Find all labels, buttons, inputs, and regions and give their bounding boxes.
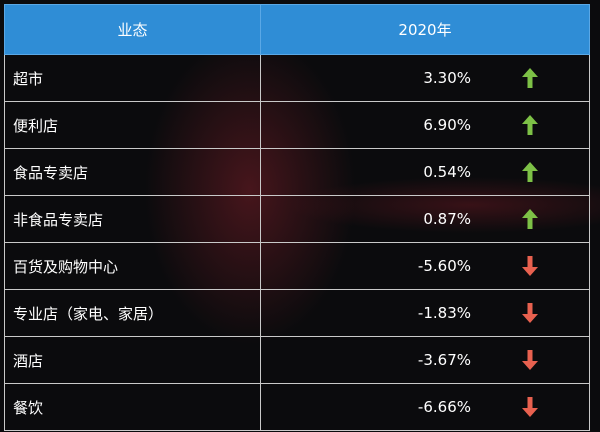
arrow-down-icon: [471, 349, 589, 371]
row-value-cell: 6.90%: [260, 101, 590, 149]
row-growth-value: -6.66%: [417, 398, 471, 416]
table-row: 非食品专卖店 0.87%: [4, 195, 590, 243]
row-value-cell: 3.30%: [260, 54, 590, 102]
row-format-name: 非食品专卖店: [4, 195, 261, 243]
arrow-down-icon: [471, 302, 589, 324]
row-growth-value: -1.83%: [417, 304, 471, 322]
table-header-row: 业态 2020年: [4, 4, 590, 55]
arrow-down-icon: [471, 396, 589, 418]
row-growth-value: 6.90%: [423, 116, 471, 134]
row-value-cell: -3.67%: [260, 336, 590, 384]
arrow-up-icon: [471, 208, 589, 230]
row-value-cell: -6.66%: [260, 383, 590, 431]
row-growth-value: 0.54%: [423, 163, 471, 181]
arrow-down-icon: [471, 255, 589, 277]
table-row: 餐饮 -6.66%: [4, 383, 590, 431]
row-format-name: 便利店: [4, 101, 261, 149]
row-growth-value: 3.30%: [423, 69, 471, 87]
row-format-name: 酒店: [4, 336, 261, 384]
header-format: 业态: [4, 4, 261, 55]
table-row: 超市 3.30%: [4, 54, 590, 102]
table-row: 酒店 -3.67%: [4, 336, 590, 384]
row-value-cell: 0.54%: [260, 148, 590, 196]
row-growth-value: -3.67%: [417, 351, 471, 369]
row-growth-value: -5.60%: [417, 257, 471, 275]
row-value-cell: -5.60%: [260, 242, 590, 290]
table-row: 百货及购物中心 -5.60%: [4, 242, 590, 290]
arrow-up-icon: [471, 161, 589, 183]
arrow-up-icon: [471, 67, 589, 89]
header-year: 2020年: [260, 4, 590, 55]
row-growth-value: 0.87%: [423, 210, 471, 228]
row-format-name: 餐饮: [4, 383, 261, 431]
row-format-name: 超市: [4, 54, 261, 102]
retail-format-table: 业态 2020年 超市 3.30% 便利店 6.90% 食品专卖店 0.54% 非食品专卖店…: [4, 4, 590, 431]
row-format-name: 专业店（家电、家居）: [4, 289, 261, 337]
row-value-cell: -1.83%: [260, 289, 590, 337]
table-row: 便利店 6.90%: [4, 101, 590, 149]
table-row: 专业店（家电、家居） -1.83%: [4, 289, 590, 337]
row-value-cell: 0.87%: [260, 195, 590, 243]
table-row: 食品专卖店 0.54%: [4, 148, 590, 196]
arrow-up-icon: [471, 114, 589, 136]
row-format-name: 百货及购物中心: [4, 242, 261, 290]
row-format-name: 食品专卖店: [4, 148, 261, 196]
